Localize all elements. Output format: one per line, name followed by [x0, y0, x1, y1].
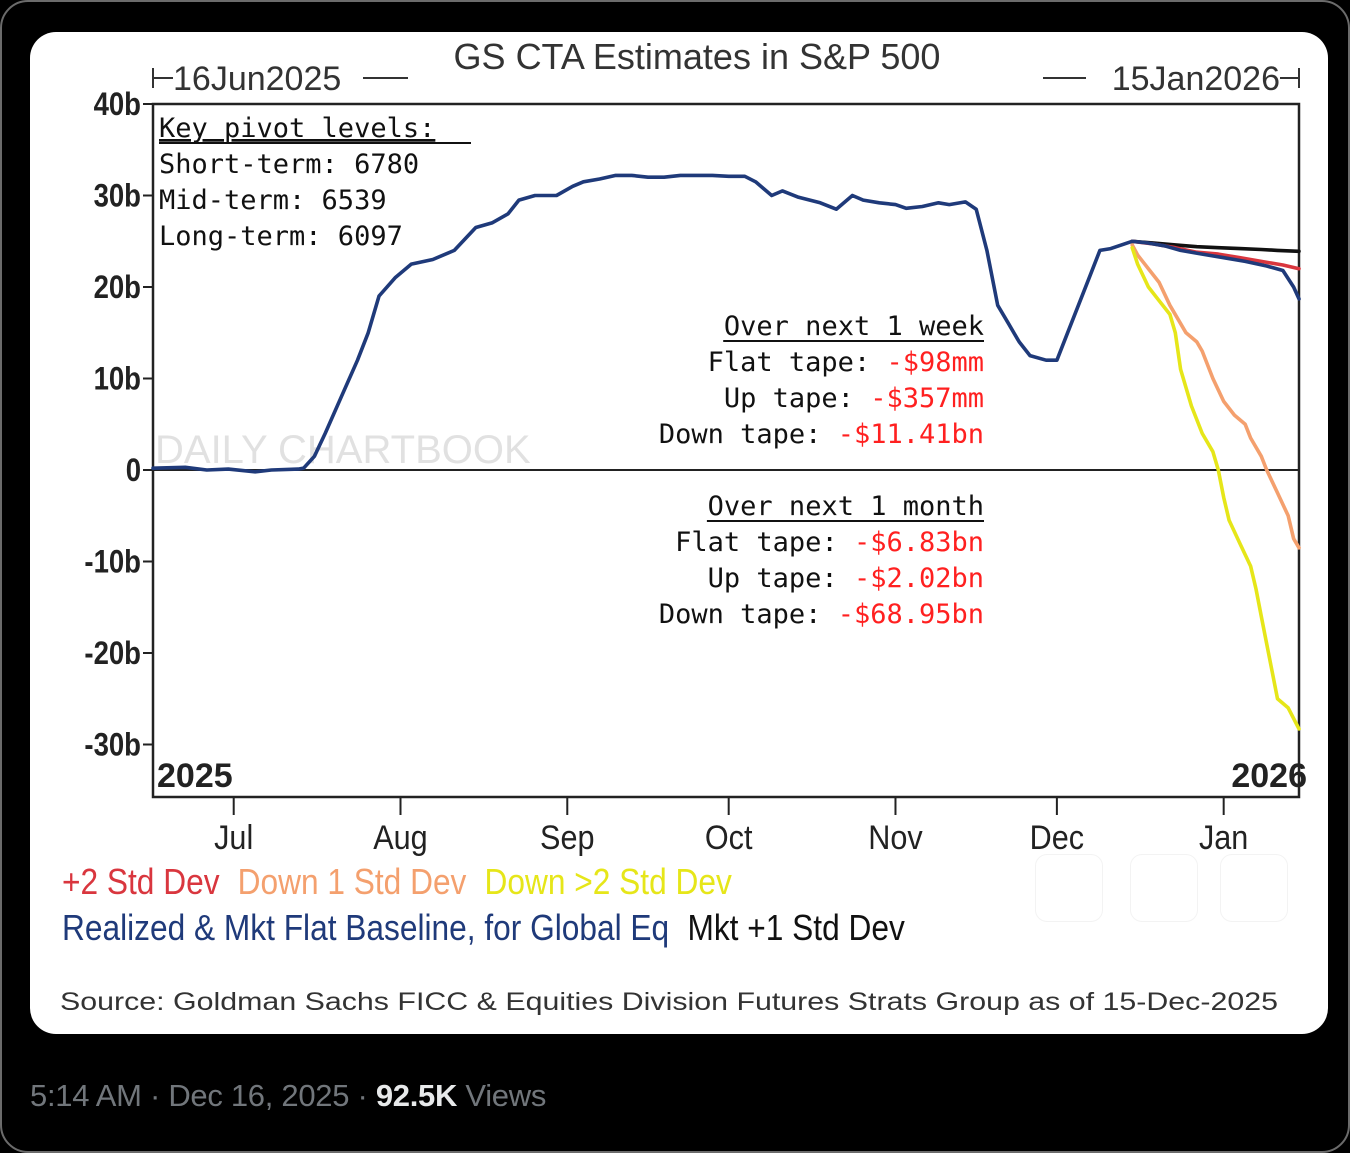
legend-item: Down 1 Std Dev [238, 862, 467, 902]
x-tick-label: Dec [1030, 819, 1084, 857]
chart-image-card[interactable]: 40b 30b 20b 10b 0 -10b -20b -30b Jul Aug Sep Oct Nov… [30, 32, 1328, 1034]
pivot-heading: Key pivot levels: [159, 113, 435, 144]
week-flow-row-value: -$98mm [886, 347, 984, 378]
month-flow-row-value: -$2.02bn [854, 563, 984, 594]
pivot-level: Mid-term: 6539 [159, 185, 387, 216]
month-flow-row: Down tape: -$68.95bn [659, 599, 984, 630]
series-line-realized-mkt-flat-baseline-for-global-eq [151, 173, 1301, 474]
watermark: DAILY CHARTBOOK [155, 428, 531, 472]
pivot-level: Short-term: 6780 [159, 149, 419, 180]
plot-frame [151, 102, 1301, 799]
faint-overlay-icon [1130, 854, 1198, 922]
y-tick-label: -30b [84, 728, 141, 763]
month-flow-heading: Over next 1 month [708, 491, 984, 522]
legend-item: Down >2 Std Dev [485, 862, 732, 902]
series-line-down-1-std-dev [1130, 243, 1301, 550]
x-tick-label: Sep [540, 819, 594, 857]
week-flow-row: Down tape: -$11.41bn [659, 419, 984, 450]
tweet-time[interactable]: 5:14 AM [30, 1078, 142, 1113]
views-count: 92.5K [375, 1078, 458, 1113]
month-flow-row-label: Flat tape: [675, 527, 854, 558]
views-label: Views [465, 1078, 547, 1113]
series-line-down-2-std-dev [1130, 245, 1301, 731]
y-tick-label: 0 [126, 453, 141, 488]
week-flow-row-value: -$357mm [870, 383, 984, 414]
week-flow-row-label: Flat tape: [708, 347, 887, 378]
legend: +2 Std Dev Down 1 Std Dev Down >2 Std Dev R… [62, 862, 905, 948]
y-tick-label: 30b [94, 179, 141, 214]
year-label-right: 2026 [1231, 757, 1307, 795]
start-date-label: 16Jun2025 [173, 60, 341, 98]
separator: · [149, 1078, 160, 1113]
chart-axes: 40b 30b 20b 10b 0 -10b -20b -30b Jul Aug Sep Oct Nov… [84, 36, 1307, 856]
x-tick-label: Jan [1199, 819, 1248, 857]
pivot-level: Long-term: 6097 [159, 221, 403, 252]
tweet-date[interactable]: Dec 16, 2025 [168, 1078, 350, 1113]
x-tick-label: Oct [705, 819, 753, 857]
week-flow-row-value: -$11.41bn [838, 419, 984, 450]
tweet-meta: 5:14 AM · Dec 16, 2025 · 92.5K Views [30, 1078, 546, 1114]
y-tick-label: 10b [94, 362, 141, 397]
source-note: Source: Goldman Sachs FICC & Equities Di… [60, 988, 1278, 1016]
faint-overlay-icon [1035, 854, 1103, 922]
month-flow-row-value: -$68.95bn [838, 599, 984, 630]
faint-overlay-icon [1220, 854, 1288, 922]
x-tick-label: Aug [373, 819, 427, 857]
x-tick-label: Nov [868, 819, 923, 857]
week-flow-row: Flat tape: -$98mm [708, 347, 984, 378]
y-tick-label: 40b [94, 87, 141, 122]
chart-title: GS CTA Estimates in S&P 500 [454, 36, 941, 77]
legend-item: Mkt +1 Std Dev [687, 908, 904, 948]
separator: · [357, 1078, 368, 1113]
month-flow-row-label: Down tape: [659, 599, 838, 630]
week-flow-row-label: Up tape: [724, 383, 870, 414]
y-tick-label: -20b [84, 636, 141, 671]
week-flow-row-label: Down tape: [659, 419, 838, 450]
y-tick-label: 20b [94, 270, 141, 305]
week-flow-heading: Over next 1 week [724, 311, 984, 342]
legend-item: +2 Std Dev [62, 862, 220, 902]
legend-item: Realized & Mkt Flat Baseline, for Global… [62, 908, 669, 948]
year-label-left: 2025 [157, 757, 233, 795]
series-lines [151, 173, 1301, 731]
month-flow-row: Flat tape: -$6.83bn [675, 527, 984, 558]
x-tick-label: Jul [214, 819, 253, 857]
cta-chart: 40b 30b 20b 10b 0 -10b -20b -30b Jul Aug Sep Oct Nov… [60, 36, 1307, 1016]
end-date-label: 15Jan2026 [1112, 60, 1280, 98]
month-flow-row: Up tape: -$2.02bn [708, 563, 984, 594]
y-tick-label: -10b [84, 545, 141, 580]
month-flow-row-value: -$6.83bn [854, 527, 984, 558]
week-flow-row: Up tape: -$357mm [724, 383, 984, 414]
month-flow-row-label: Up tape: [708, 563, 854, 594]
annotations: Key pivot levels: Short-term: 6780 Mid-ter… [159, 113, 984, 630]
